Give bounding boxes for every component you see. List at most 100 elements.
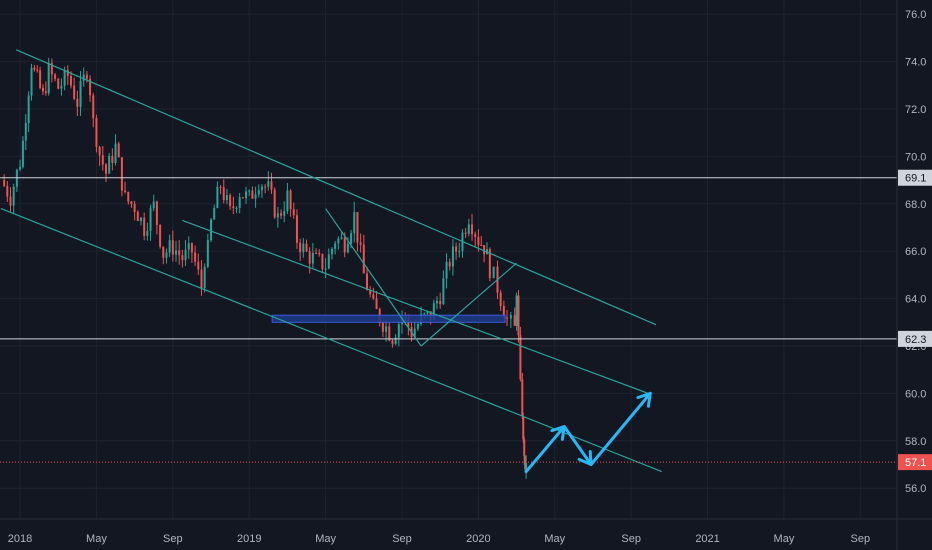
y-tick-label: 68.0 — [905, 199, 926, 211]
x-tick-label: 2019 — [237, 533, 261, 545]
candle-down — [73, 85, 76, 99]
candle-up — [492, 266, 495, 279]
candle-down — [190, 243, 193, 253]
x-tick-label: Sep — [163, 533, 183, 545]
candle-up — [445, 261, 448, 279]
projection-arrow-shaft — [589, 391, 652, 466]
candle-down — [241, 197, 244, 199]
pattern-line — [325, 208, 422, 347]
candle-down — [321, 253, 324, 270]
candle-down — [251, 190, 254, 199]
candles-group — [3, 57, 528, 479]
candle-down — [197, 261, 200, 270]
candle-up — [248, 190, 251, 192]
candle-down — [66, 70, 69, 76]
candle-up — [311, 252, 314, 264]
candle-up — [385, 326, 388, 332]
candle-down — [295, 215, 298, 243]
x-tick-label: 2021 — [695, 533, 719, 545]
candle-down — [365, 273, 368, 291]
candle-up — [175, 250, 178, 255]
candle-down — [104, 164, 107, 174]
price-badge — [898, 454, 932, 471]
candle-up — [225, 195, 228, 201]
projection-arrow-shaft — [562, 425, 593, 466]
candle-down — [477, 236, 480, 245]
price-badge-label: 69.1 — [905, 173, 926, 185]
candle-down — [6, 185, 9, 197]
candle-up — [416, 323, 419, 329]
candle-down — [44, 91, 47, 94]
candle-up — [432, 303, 435, 320]
candle-down — [85, 74, 88, 79]
candle-down — [3, 180, 6, 186]
projection-arrow-head — [636, 391, 652, 408]
candle-up — [426, 311, 429, 314]
candle-down — [124, 190, 127, 193]
x-tick-label: Sep — [392, 533, 412, 545]
price-badge — [898, 330, 932, 347]
candle-up — [21, 140, 24, 167]
candle-down — [143, 217, 146, 236]
candle-up — [146, 230, 149, 236]
candle-down — [292, 209, 295, 216]
candle-up — [340, 237, 343, 239]
x-tick-label: May — [86, 533, 107, 545]
y-tick-label: 74.0 — [905, 57, 926, 69]
candle-up — [114, 143, 117, 163]
candle-up — [27, 95, 30, 123]
candle-up — [324, 268, 327, 270]
candle-up — [509, 315, 512, 319]
candle-down — [356, 212, 359, 243]
pattern-line — [420, 262, 517, 347]
candle-up — [79, 80, 82, 107]
candle-down — [178, 250, 181, 256]
candle-down — [506, 317, 509, 319]
candle-down — [101, 155, 104, 165]
candle-down — [375, 298, 378, 309]
candle-up — [245, 191, 248, 198]
candle-down — [464, 232, 467, 234]
candle-up — [327, 254, 330, 269]
candle-up — [257, 190, 260, 195]
price-badge-label: 57.1 — [905, 457, 926, 469]
candle-up — [334, 243, 337, 249]
candle-up — [165, 252, 168, 258]
candle-up — [149, 208, 152, 231]
x-tick-label: May — [315, 533, 336, 545]
y-tick-label: 58.0 — [905, 436, 926, 448]
candle-down — [362, 244, 365, 274]
candle-up — [267, 181, 270, 187]
candle-up — [213, 207, 216, 220]
y-tick-label: 72.0 — [905, 104, 926, 116]
channel-line — [182, 219, 649, 394]
candle-down — [127, 192, 130, 202]
candle-down — [318, 252, 321, 254]
candle-down — [159, 224, 162, 247]
candle-up — [423, 313, 426, 315]
candle-up — [302, 243, 305, 253]
x-tick-label: May — [774, 533, 795, 545]
candle-down — [222, 187, 225, 201]
candle-down — [200, 269, 203, 288]
y-tick-label: 64.0 — [905, 294, 926, 306]
candle-down — [136, 211, 139, 222]
candle-down — [120, 157, 123, 191]
candle-up — [451, 246, 454, 267]
candle-down — [270, 181, 273, 190]
candle-up — [337, 238, 340, 244]
y-tick-label: 76.0 — [905, 9, 926, 21]
candle-down — [299, 242, 302, 253]
candle-up — [24, 122, 27, 141]
candle-up — [442, 278, 445, 305]
candle-down — [50, 62, 53, 75]
candle-down — [171, 240, 174, 255]
candle-up — [467, 224, 470, 234]
candle-down — [439, 301, 442, 305]
candle-down — [455, 246, 458, 252]
channel-line — [0, 207, 662, 473]
candle-down — [474, 234, 477, 237]
candle-down — [513, 315, 516, 326]
channel-line — [15, 49, 657, 326]
